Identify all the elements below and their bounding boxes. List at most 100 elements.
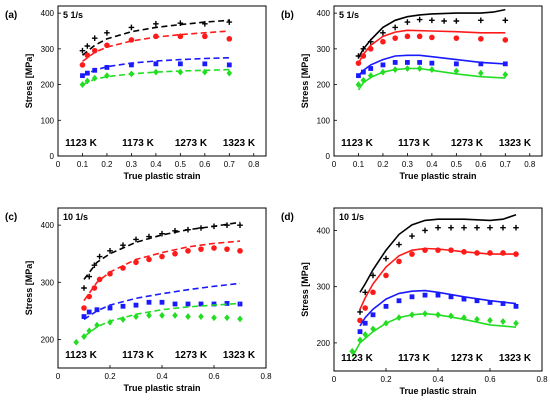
data-point-1323k — [172, 312, 178, 319]
data-point-1173k — [422, 247, 428, 253]
model-line-1123k — [357, 8, 506, 59]
data-point-1323k — [383, 319, 389, 327]
y-tick-label: 300 — [317, 45, 331, 54]
data-point-1323k — [211, 314, 217, 322]
data-point-1173k — [104, 42, 110, 49]
data-point-1273k — [383, 303, 389, 309]
data-point-1173k — [453, 35, 460, 41]
data-point-1173k — [185, 248, 191, 254]
data-point-1273k — [461, 296, 467, 302]
data-point-1273k — [226, 62, 232, 68]
data-point-1173k — [198, 246, 204, 252]
data-point-1273k — [360, 69, 366, 75]
x-tick-label: 0.6 — [475, 160, 487, 169]
data-point-1173k — [84, 52, 91, 59]
y-tick-label: 100 — [317, 116, 331, 125]
data-point-1273k — [392, 60, 398, 65]
data-point-1323k — [502, 71, 509, 78]
data-point-1123k — [502, 17, 509, 24]
model-line-1323k — [83, 302, 241, 338]
data-point-1323k — [349, 347, 355, 355]
data-point-1123k — [448, 224, 454, 231]
x-tick-label: 0.1 — [353, 160, 365, 169]
data-point-1173k — [79, 62, 86, 68]
y-tick-label: 200 — [317, 81, 331, 90]
data-point-1123k — [435, 224, 441, 231]
data-point-1173k — [370, 289, 376, 296]
data-point-1173k — [500, 250, 506, 256]
data-point-1273k — [104, 65, 110, 70]
data-point-1123k — [478, 17, 484, 24]
x-tick-label: 0.2 — [377, 160, 389, 169]
data-point-1173k — [91, 47, 98, 54]
data-point-1323k — [73, 338, 79, 346]
data-point-1273k — [146, 299, 152, 305]
data-point-1323k — [104, 72, 110, 80]
data-point-1173k — [153, 33, 159, 40]
x-axis-label: True plastic strain — [399, 171, 476, 181]
data-point-1123k — [429, 17, 435, 24]
legend-entry-1323k: 1323 K — [223, 350, 256, 361]
x-tick-label: 0.3 — [402, 160, 414, 169]
data-point-1173k — [146, 256, 152, 263]
data-point-1323k — [380, 68, 386, 76]
strain-rate-label: 10 1/s — [63, 212, 88, 222]
data-point-1123k — [91, 262, 98, 268]
y-tick-label: 400 — [41, 221, 55, 230]
strain-rate-label: 5 1/s — [63, 10, 83, 20]
data-point-1123k — [380, 29, 386, 36]
data-point-1273k — [198, 301, 204, 307]
data-point-1123k — [133, 236, 139, 243]
data-point-1123k — [409, 233, 415, 239]
data-point-1123k — [79, 47, 86, 54]
data-point-1273k — [380, 62, 386, 68]
model-line-1173k — [359, 247, 516, 310]
data-point-1123k — [500, 224, 506, 231]
legend-entry-1123k: 1123 K — [65, 350, 97, 361]
data-layer — [349, 213, 519, 358]
x-tick-label: 0.6 — [208, 372, 220, 381]
data-point-1123k — [185, 226, 191, 233]
data-point-1123k — [202, 21, 208, 27]
data-point-1273k — [429, 60, 435, 66]
x-tick-label: 0.4 — [150, 160, 162, 169]
data-point-1273k — [153, 61, 159, 67]
x-tick-label: 0.1 — [77, 160, 89, 169]
data-point-1323k — [429, 66, 435, 73]
x-axis-label: True plastic strain — [399, 386, 476, 396]
y-axis-label: Stress [MPa] — [300, 262, 310, 317]
y-tick-label: 200 — [317, 339, 331, 348]
data-point-1323k — [448, 312, 454, 320]
panel-a: 0 0.1 0.2 0.3 0.4 0.5 0.6 0.7 0.8 0 100 200 300 400 Tr… — [5, 5, 267, 181]
data-point-1323k — [422, 310, 428, 318]
x-tick-label: 0.8 — [524, 160, 536, 169]
data-point-1123k — [357, 309, 363, 315]
x-tick-label: 0.7 — [224, 160, 236, 169]
plot-frame — [333, 5, 543, 157]
data-point-1273k — [478, 61, 484, 67]
legend-entry-1323k: 1323 K — [499, 138, 532, 149]
strain-rate-label: 5 1/s — [339, 10, 359, 20]
x-tick-label: 0.4 — [426, 160, 438, 169]
y-tick-label: 200 — [41, 81, 55, 90]
model-line-1173k — [357, 29, 506, 64]
data-point-1273k — [81, 314, 87, 319]
x-tick-label: 0.3 — [126, 160, 138, 169]
data-point-1273k — [409, 294, 415, 300]
data-point-1123k — [392, 24, 398, 31]
data-point-1323k — [360, 76, 367, 84]
panel-label: (d) — [281, 212, 294, 223]
y-axis-label: Stress [MPa] — [24, 54, 34, 109]
data-point-1323k — [487, 317, 493, 324]
data-point-1273k — [422, 292, 428, 298]
data-point-1123k — [211, 223, 217, 230]
data-point-1123k — [362, 289, 368, 296]
data-point-1173k — [478, 36, 484, 42]
data-point-1273k — [224, 301, 230, 306]
data-point-1273k — [92, 67, 98, 73]
data-point-1173k — [392, 35, 398, 41]
data-point-1123k — [487, 224, 493, 231]
data-point-1323k — [370, 325, 376, 333]
data-point-1323k — [500, 318, 506, 325]
